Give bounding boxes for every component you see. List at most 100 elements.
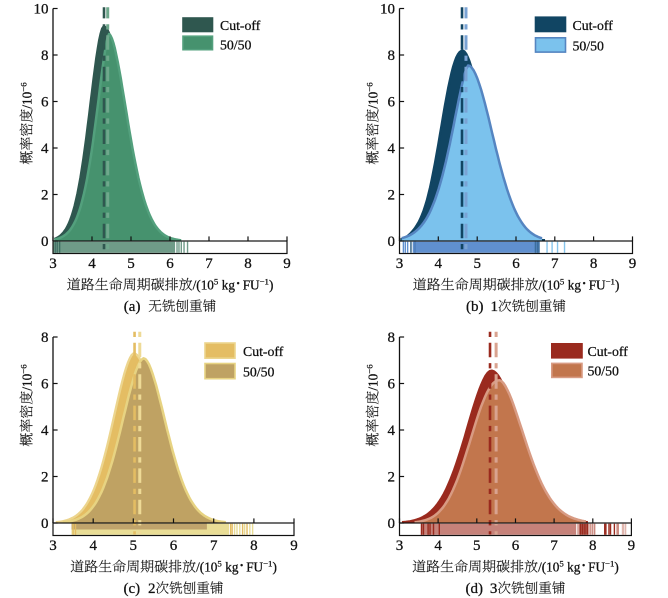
svg-text:2: 2 [148, 581, 156, 597]
svg-text:−6: −6 [18, 82, 28, 92]
svg-text:1: 1 [491, 299, 499, 315]
svg-text:FU: FU [588, 560, 605, 575]
svg-text:/(10: /(10 [196, 560, 218, 575]
svg-text:/(10: /(10 [193, 278, 215, 293]
svg-text:7: 7 [205, 256, 213, 272]
svg-text:FU: FU [589, 278, 606, 293]
svg-text:kg: kg [222, 278, 236, 293]
svg-text:5: 5 [217, 558, 222, 568]
svg-text:4: 4 [434, 538, 442, 554]
svg-text:−6: −6 [364, 364, 374, 374]
svg-text:50/50: 50/50 [573, 38, 605, 53]
svg-text:6: 6 [388, 95, 396, 111]
svg-text:3: 3 [396, 256, 404, 272]
svg-text:5: 5 [559, 558, 564, 568]
svg-text:FU: FU [246, 560, 263, 575]
svg-text:−6: −6 [18, 364, 28, 374]
svg-text:•: • [240, 561, 243, 571]
svg-text:kg: kg [567, 560, 581, 575]
svg-text:(c): (c) [124, 581, 141, 597]
svg-text:6: 6 [41, 377, 49, 393]
svg-text:/10: /10 [366, 91, 381, 108]
svg-text:9: 9 [628, 538, 636, 554]
svg-text:−6: −6 [364, 82, 374, 92]
svg-text:5: 5 [560, 276, 565, 286]
svg-text:3: 3 [49, 256, 57, 272]
svg-text:8: 8 [388, 48, 396, 64]
svg-text:4: 4 [41, 423, 49, 439]
svg-text:(a): (a) [124, 299, 141, 315]
svg-text:FU: FU [243, 278, 260, 293]
svg-text:6: 6 [512, 538, 520, 554]
svg-text:−1: −1 [263, 558, 272, 568]
svg-text:4: 4 [89, 538, 97, 554]
svg-text:): ) [269, 278, 273, 293]
svg-text:50/50: 50/50 [243, 365, 275, 380]
svg-text:6: 6 [166, 256, 174, 272]
svg-text:•: • [583, 279, 586, 289]
svg-text:10: 10 [380, 2, 395, 18]
svg-text:8: 8 [250, 538, 258, 554]
svg-text:8: 8 [41, 330, 49, 346]
svg-text:2: 2 [41, 470, 49, 486]
svg-text:8: 8 [590, 256, 598, 272]
svg-text:0: 0 [388, 234, 396, 250]
svg-text:4: 4 [88, 256, 96, 272]
svg-text:6: 6 [512, 256, 520, 272]
svg-text:6: 6 [388, 377, 396, 393]
svg-text:/10: /10 [366, 373, 381, 390]
svg-text:): ) [272, 560, 276, 575]
svg-text:•: • [582, 561, 585, 571]
svg-text:50/50: 50/50 [220, 37, 252, 52]
svg-text:4: 4 [435, 256, 443, 272]
svg-text:0: 0 [388, 516, 396, 532]
svg-text:10: 10 [34, 2, 49, 18]
svg-text:): ) [615, 278, 619, 293]
svg-text:8: 8 [41, 48, 49, 64]
svg-text:−1: −1 [606, 276, 615, 286]
svg-text:Cut-off: Cut-off [220, 18, 261, 33]
svg-text:0: 0 [41, 516, 49, 532]
svg-text:/10: /10 [20, 91, 35, 108]
svg-text:4: 4 [41, 141, 49, 157]
svg-text:7: 7 [210, 538, 218, 554]
svg-text:9: 9 [290, 538, 298, 554]
svg-text:−1: −1 [605, 558, 614, 568]
svg-text:•: • [237, 279, 240, 289]
svg-text:/(10: /(10 [538, 560, 560, 575]
svg-text:6: 6 [170, 538, 178, 554]
svg-text:8: 8 [244, 256, 252, 272]
svg-text:5: 5 [473, 538, 481, 554]
svg-text:8: 8 [589, 538, 597, 554]
svg-text:/(10: /(10 [539, 278, 561, 293]
svg-text:4: 4 [388, 423, 396, 439]
svg-text:8: 8 [388, 330, 396, 346]
svg-text:Cut-off: Cut-off [588, 344, 629, 359]
svg-text:Cut-off: Cut-off [573, 18, 614, 33]
svg-text:Cut-off: Cut-off [243, 344, 284, 359]
svg-text:3: 3 [490, 581, 498, 597]
svg-text:9: 9 [629, 256, 637, 272]
svg-text:−1: −1 [260, 276, 269, 286]
svg-text:50/50: 50/50 [588, 363, 620, 378]
svg-text:2: 2 [388, 188, 396, 204]
svg-text:3: 3 [49, 538, 57, 554]
svg-text:9: 9 [283, 256, 291, 272]
svg-text:2: 2 [388, 470, 396, 486]
svg-text:(d): (d) [466, 581, 484, 597]
svg-text:): ) [614, 560, 618, 575]
svg-text:/10: /10 [20, 373, 35, 390]
svg-text:6: 6 [41, 95, 49, 111]
svg-text:5: 5 [214, 276, 219, 286]
svg-text:7: 7 [551, 256, 559, 272]
svg-text:kg: kg [225, 560, 239, 575]
svg-text:7: 7 [550, 538, 558, 554]
svg-text:(b): (b) [466, 299, 484, 315]
svg-text:kg: kg [568, 278, 582, 293]
svg-text:0: 0 [41, 234, 49, 250]
svg-text:5: 5 [130, 538, 138, 554]
svg-text:2: 2 [41, 188, 49, 204]
svg-text:5: 5 [127, 256, 135, 272]
svg-text:4: 4 [388, 141, 396, 157]
svg-text:5: 5 [473, 256, 481, 272]
